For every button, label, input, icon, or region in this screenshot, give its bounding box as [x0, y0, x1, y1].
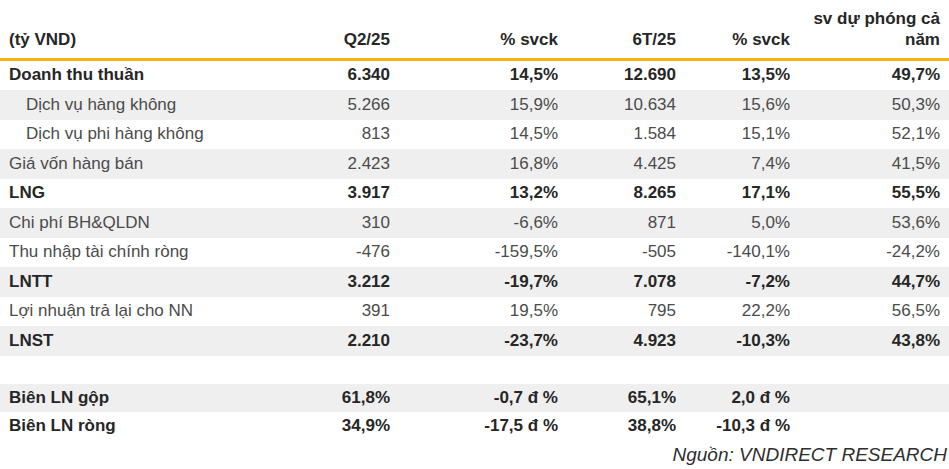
cell-6t: 4.923 — [558, 326, 676, 356]
row-label: Lợi nhuận trả lại cho NN — [0, 297, 300, 327]
cell-svck-q: 16,8% — [390, 149, 558, 179]
row-label: Biên LN gộp — [0, 384, 300, 412]
financial-table: (tỷ VND) Q2/25 % svck 6T/25 % svck sv dự… — [0, 6, 949, 440]
spacer-row — [0, 356, 949, 384]
cell-svck-6t: -10,3 đ % — [676, 412, 790, 440]
row-label: Biên LN ròng — [0, 412, 300, 440]
cell-6t: 38,8% — [558, 412, 676, 440]
row-label: Chi phí BH&QLDN — [0, 208, 300, 238]
cell-6t: -505 — [558, 238, 676, 268]
cell-q2: 3.917 — [300, 179, 390, 209]
cell-svck-6t: 7,4% — [676, 149, 790, 179]
cell-svck-q: 14,5% — [390, 120, 558, 150]
cell-q2: 61,8% — [300, 384, 390, 412]
table-row: LNG 3.917 13,2% 8.265 17,1% 55,5% — [0, 179, 949, 209]
financial-results-sheet: (tỷ VND) Q2/25 % svck 6T/25 % svck sv dự… — [0, 0, 949, 466]
table-row: LNST 2.210 -23,7% 4.923 -10,3% 43,8% — [0, 326, 949, 356]
source-note: Nguồn: VNDIRECT RESEARCH — [0, 440, 949, 466]
cell-fy — [790, 384, 949, 412]
row-label: Giá vốn hàng bán — [0, 149, 300, 179]
cell-fy: 41,5% — [790, 149, 949, 179]
column-header-6t-25: 6T/25 — [558, 6, 676, 59]
table-row: Lợi nhuận trả lại cho NN 391 19,5% 795 2… — [0, 297, 949, 327]
table-row: Dịch vụ hàng không 5.266 15,9% 10.634 15… — [0, 90, 949, 120]
cell-svck-q: -159,5% — [390, 238, 558, 268]
table-row: LNTT 3.212 -19,7% 7.078 -7,2% 44,7% — [0, 267, 949, 297]
cell-6t: 8.265 — [558, 179, 676, 209]
cell-fy: 55,5% — [790, 179, 949, 209]
cell-svck-6t: -10,3% — [676, 326, 790, 356]
row-label: LNTT — [0, 267, 300, 297]
cell-q2: 5.266 — [300, 90, 390, 120]
row-label: LNST — [0, 326, 300, 356]
cell-6t: 7.078 — [558, 267, 676, 297]
column-header-full-year-forecast: sv dự phóng cả năm — [790, 6, 949, 59]
cell-6t: 12.690 — [558, 59, 676, 90]
cell-fy: 53,6% — [790, 208, 949, 238]
table-row: Chi phí BH&QLDN 310 -6,6% 871 5,0% 53,6% — [0, 208, 949, 238]
cell-q2: 6.340 — [300, 59, 390, 90]
row-label: LNG — [0, 179, 300, 209]
cell-q2: -476 — [300, 238, 390, 268]
column-header-q2-25: Q2/25 — [300, 6, 390, 59]
cell-svck-6t: 2,0 đ % — [676, 384, 790, 412]
cell-svck-6t: 15,6% — [676, 90, 790, 120]
cell-fy — [790, 412, 949, 440]
table-row: Doanh thu thuần 6.340 14,5% 12.690 13,5%… — [0, 59, 949, 90]
cell-q2: 34,9% — [300, 412, 390, 440]
cell-svck-q: 19,5% — [390, 297, 558, 327]
cell-svck-q: 13,2% — [390, 179, 558, 209]
cell-fy: 52,1% — [790, 120, 949, 150]
cell-svck-6t: 22,2% — [676, 297, 790, 327]
cell-q2: 2.210 — [300, 326, 390, 356]
table-row: Thu nhập tài chính ròng -476 -159,5% -50… — [0, 238, 949, 268]
cell-fy: 43,8% — [790, 326, 949, 356]
cell-q2: 310 — [300, 208, 390, 238]
cell-6t: 871 — [558, 208, 676, 238]
column-header-svck-q: % svck — [390, 6, 558, 59]
cell-fy: -24,2% — [790, 238, 949, 268]
row-label: Thu nhập tài chính ròng — [0, 238, 300, 268]
cell-svck-6t: -140,1% — [676, 238, 790, 268]
cell-q2: 2.423 — [300, 149, 390, 179]
cell-svck-6t: 13,5% — [676, 59, 790, 90]
table-row: Giá vốn hàng bán 2.423 16,8% 4.425 7,4% … — [0, 149, 949, 179]
cell-svck-q: -23,7% — [390, 326, 558, 356]
cell-6t: 4.425 — [558, 149, 676, 179]
cell-q2: 391 — [300, 297, 390, 327]
unit-header: (tỷ VND) — [0, 6, 300, 59]
table-row: Biên LN ròng 34,9% -17,5 đ % 38,8% -10,3… — [0, 412, 949, 440]
cell-fy: 44,7% — [790, 267, 949, 297]
header-row: (tỷ VND) Q2/25 % svck 6T/25 % svck sv dự… — [0, 6, 949, 59]
cell-6t: 1.584 — [558, 120, 676, 150]
column-header-svck-6t: % svck — [676, 6, 790, 59]
cell-6t: 10.634 — [558, 90, 676, 120]
row-label: Dịch vụ phi hàng không — [0, 120, 300, 150]
table-row: Biên LN gộp 61,8% -0,7 đ % 65,1% 2,0 đ % — [0, 384, 949, 412]
table-row: Dịch vụ phi hàng không 813 14,5% 1.584 1… — [0, 120, 949, 150]
cell-svck-q: 15,9% — [390, 90, 558, 120]
cell-6t: 65,1% — [558, 384, 676, 412]
cell-svck-q: -17,5 đ % — [390, 412, 558, 440]
cell-fy: 49,7% — [790, 59, 949, 90]
row-label: Dịch vụ hàng không — [0, 90, 300, 120]
cell-svck-q: -0,7 đ % — [390, 384, 558, 412]
cell-svck-q: -6,6% — [390, 208, 558, 238]
row-label: Doanh thu thuần — [0, 59, 300, 90]
cell-svck-6t: 5,0% — [676, 208, 790, 238]
cell-q2: 813 — [300, 120, 390, 150]
cell-6t: 795 — [558, 297, 676, 327]
cell-svck-q: 14,5% — [390, 59, 558, 90]
cell-svck-q: -19,7% — [390, 267, 558, 297]
cell-fy: 56,5% — [790, 297, 949, 327]
cell-svck-6t: 17,1% — [676, 179, 790, 209]
cell-q2: 3.212 — [300, 267, 390, 297]
cell-svck-6t: -7,2% — [676, 267, 790, 297]
cell-fy: 50,3% — [790, 90, 949, 120]
cell-svck-6t: 15,1% — [676, 120, 790, 150]
